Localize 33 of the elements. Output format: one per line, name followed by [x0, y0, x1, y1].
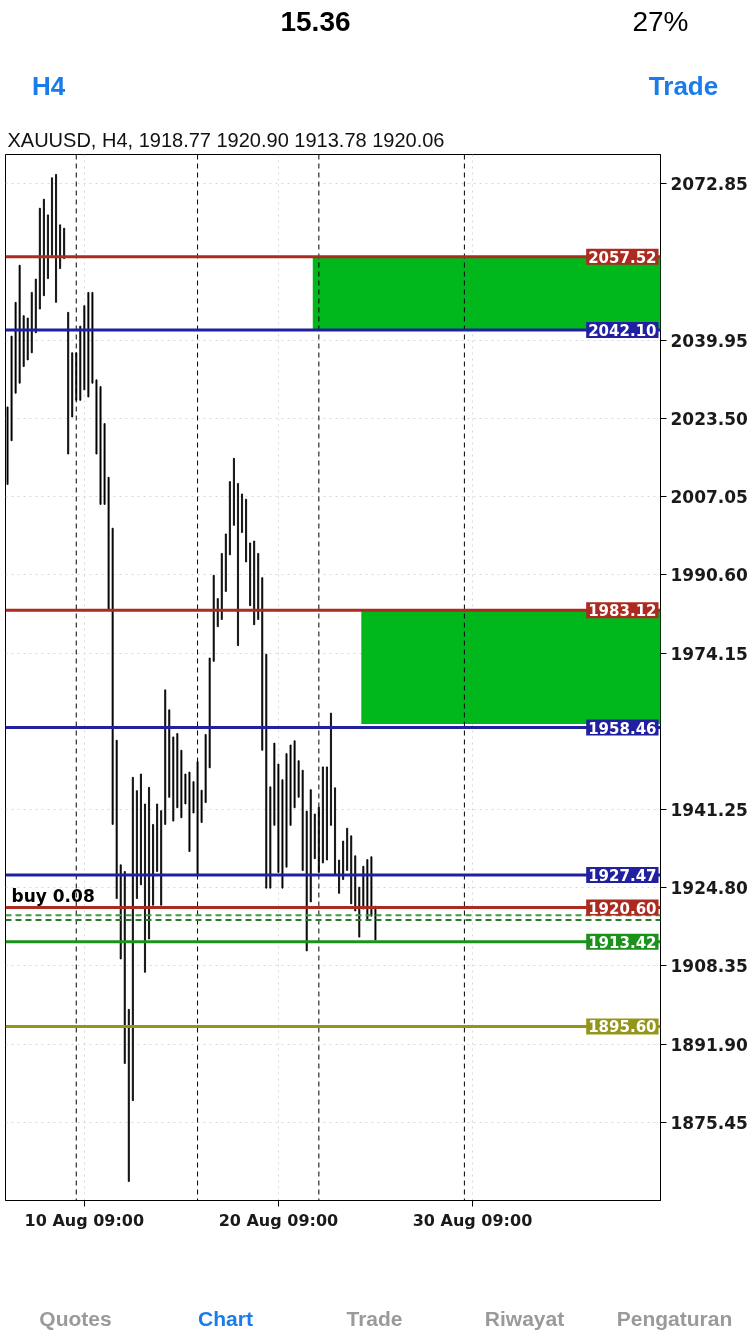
- y-tick-label: 1875.45: [670, 1112, 748, 1133]
- text: H4: [31, 70, 66, 101]
- x-tick-label: 30 Aug 09:00: [412, 1210, 533, 1230]
- text: Pengaturan: [616, 1307, 733, 1330]
- y-tick-label: 1974.15: [670, 643, 748, 664]
- y-tick-label: 2039.95: [670, 330, 748, 351]
- y-tick-label: 1924.80: [670, 878, 749, 899]
- ref-line-label: 1920.60: [588, 899, 657, 918]
- ref-line-label: 1927.47: [588, 866, 657, 885]
- y-tick-label: 1941.25: [670, 799, 748, 820]
- chart-title: XAUUSD, H4, 1918.77 1920.90 1913.78 1920.06: [7, 128, 445, 151]
- y-tick-label: 1990.60: [670, 565, 749, 586]
- ref-line-label: 1913.42: [588, 933, 657, 952]
- text: Riwayat: [484, 1307, 565, 1330]
- x-tick-label: 10 Aug 09:00: [24, 1210, 145, 1230]
- y-tick-label: 2072.85: [670, 174, 748, 195]
- x-tick-label: 20 Aug 09:00: [218, 1210, 339, 1230]
- y-tick-label: 2007.05: [670, 487, 748, 508]
- ref-line-label: 1958.46: [588, 719, 657, 738]
- ref-line-label: 2042.10: [588, 321, 657, 340]
- annotation: buy 0.08: [11, 885, 95, 906]
- text: Trade: [648, 70, 719, 101]
- ref-line-label: 1983.12: [588, 602, 657, 621]
- text: Trade: [346, 1307, 403, 1330]
- y-tick-label: 2023.50: [670, 408, 749, 429]
- ref-line-label: 1895.60: [588, 1018, 657, 1037]
- text: Chart: [198, 1307, 253, 1330]
- text: 27%: [632, 6, 689, 37]
- y-tick-label: 1908.35: [670, 956, 748, 977]
- ref-line-label: 2057.52: [588, 248, 657, 267]
- y-tick-label: 1891.90: [670, 1034, 749, 1055]
- text: 15.36: [280, 6, 351, 37]
- text: Quotes: [39, 1307, 112, 1330]
